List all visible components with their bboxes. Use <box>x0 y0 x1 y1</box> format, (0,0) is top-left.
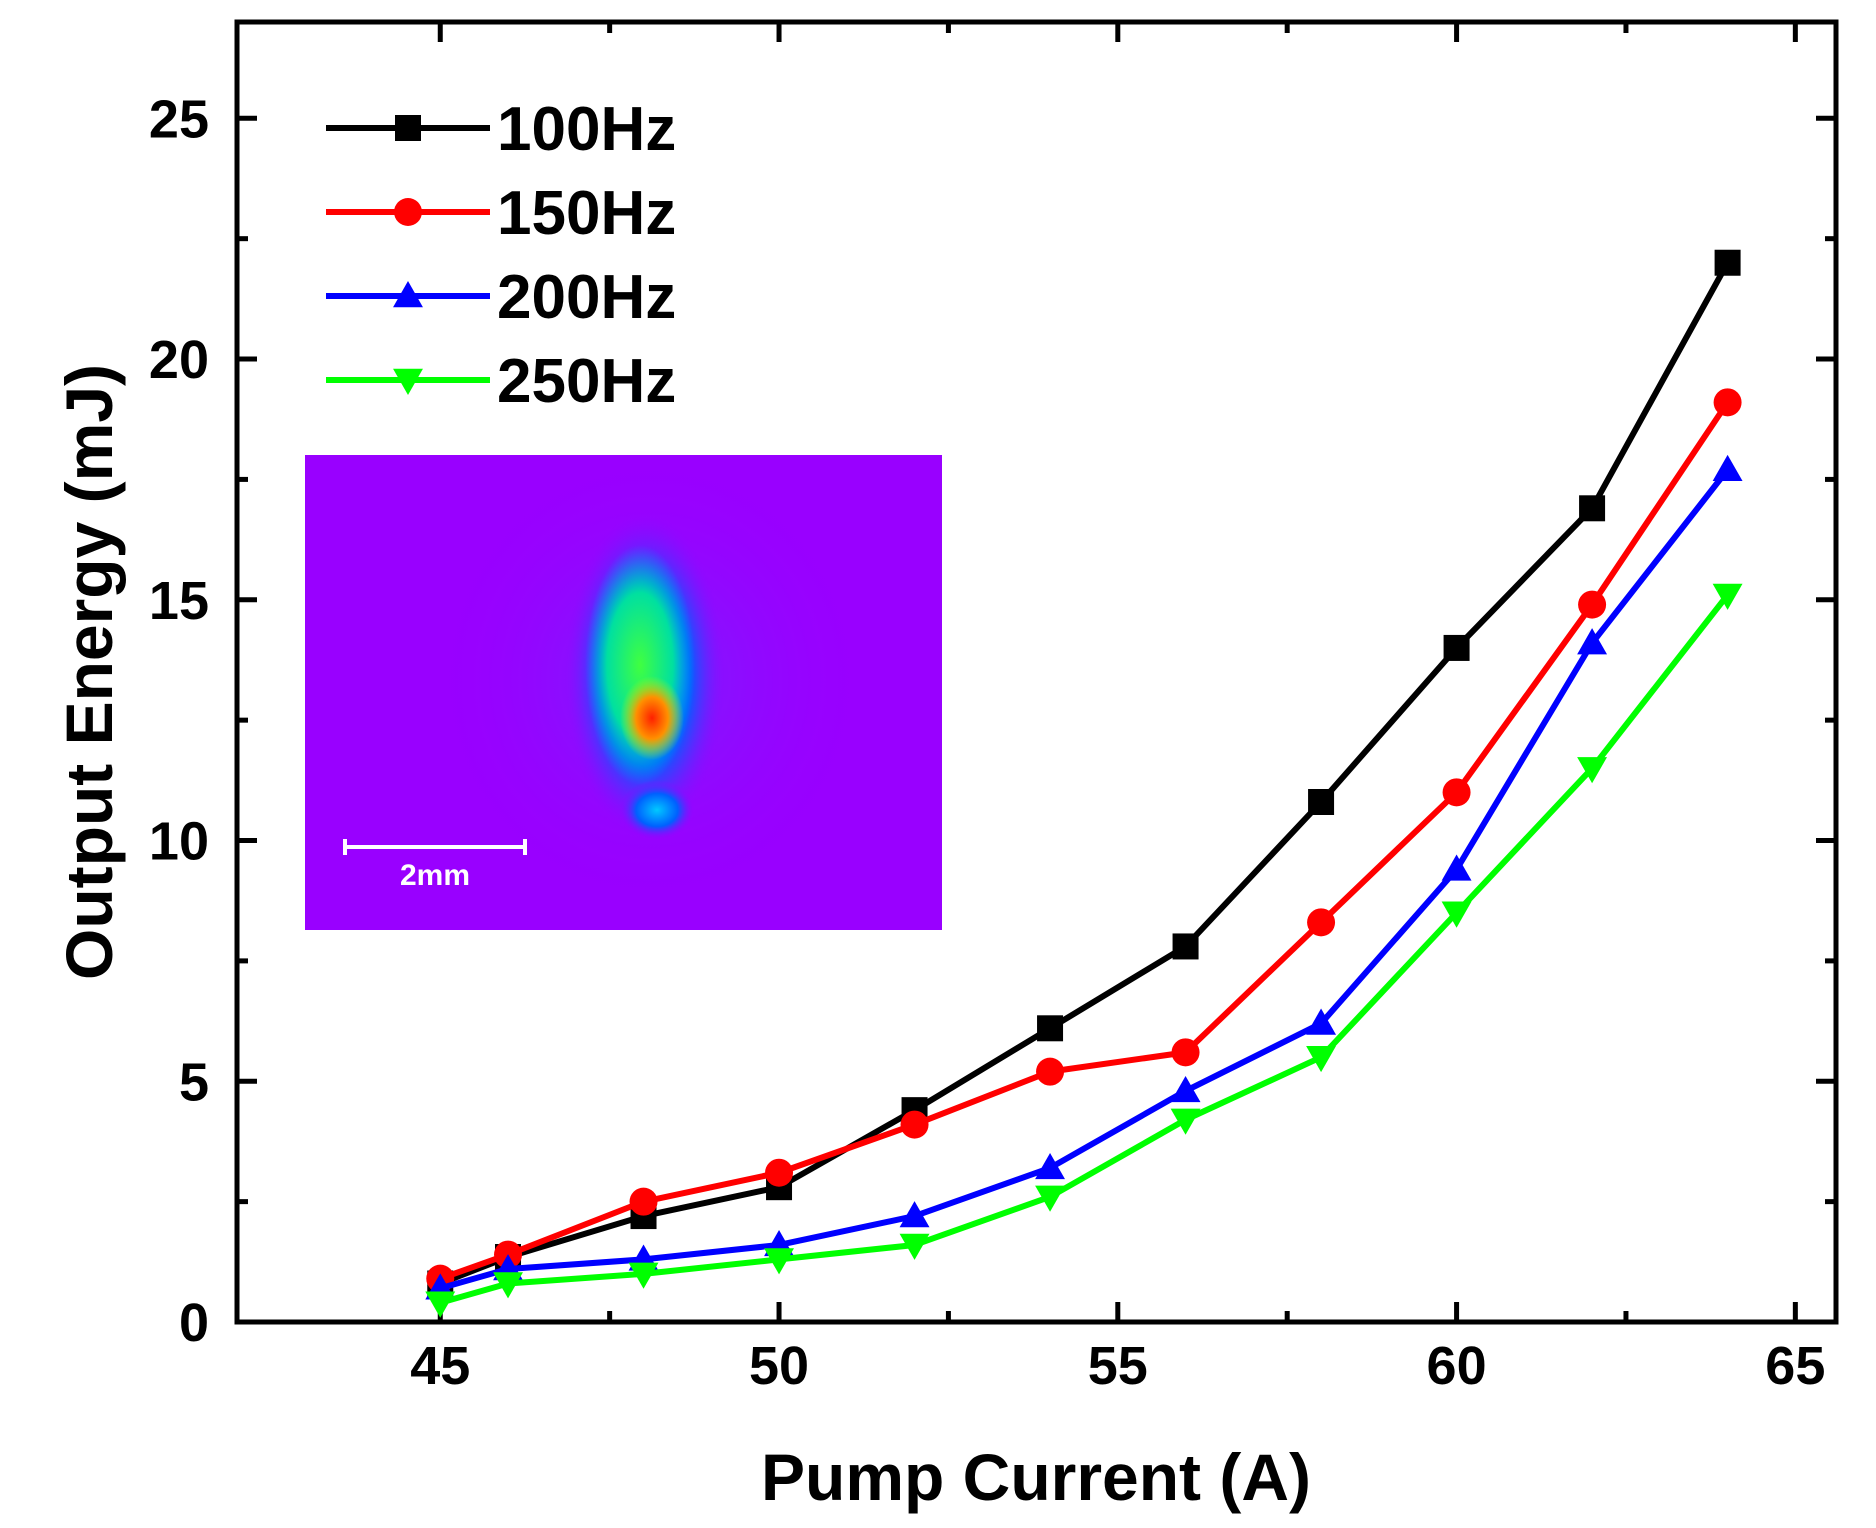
plot-frame <box>234 19 1839 1325</box>
data-point-150Hz <box>1713 388 1742 417</box>
data-point-250Hz <box>1306 1045 1337 1073</box>
data-point-200Hz <box>1577 628 1608 655</box>
data-point-250Hz <box>1712 583 1743 610</box>
data-point-250Hz <box>493 1272 523 1299</box>
data-point-250Hz <box>899 1233 930 1260</box>
legend-marker <box>393 368 423 395</box>
legend-label: 250Hz <box>497 347 676 416</box>
data-point-200Hz <box>1170 1075 1201 1103</box>
legend-marker <box>393 281 423 308</box>
y-tick-label: 20 <box>149 330 209 390</box>
legend-label: 100Hz <box>497 95 676 164</box>
x-axis-ticks <box>437 22 1798 1322</box>
legend-item-250Hz: 250Hz <box>326 347 676 416</box>
y-axis-tick-labels: 0 5 10 15 20 25 <box>149 89 209 1353</box>
beam-core <box>620 676 684 760</box>
data-point-250Hz <box>764 1248 794 1275</box>
data-point-150Hz <box>900 1110 929 1139</box>
legend-label: 200Hz <box>497 263 676 332</box>
data-point-200Hz <box>1441 854 1472 881</box>
data-point-150Hz <box>765 1158 794 1187</box>
legend-item-100Hz: 100Hz <box>326 95 676 164</box>
data-point-200Hz <box>1306 1008 1337 1035</box>
data-point-100Hz <box>1579 495 1606 522</box>
data-point-200Hz <box>1035 1152 1066 1180</box>
data-point-150Hz <box>1307 908 1336 937</box>
y-tick-label: 0 <box>179 1293 209 1353</box>
legend-item-200Hz: 200Hz <box>326 263 676 332</box>
x-tick-label: 45 <box>410 1336 470 1396</box>
data-point-100Hz <box>1714 249 1741 276</box>
legend-marker <box>395 115 421 141</box>
x-tick-label: 65 <box>1765 1336 1825 1396</box>
data-point-250Hz <box>1170 1108 1201 1135</box>
legend-label: 150Hz <box>497 179 676 248</box>
y-axis-ticks <box>237 115 1836 1325</box>
data-point-250Hz <box>628 1262 659 1289</box>
data-point-100Hz <box>1172 933 1199 960</box>
x-tick-label: 50 <box>749 1336 809 1396</box>
x-tick-label: 55 <box>1088 1336 1148 1396</box>
data-point-250Hz <box>1441 901 1472 928</box>
data-point-250Hz <box>1577 757 1608 784</box>
data-point-250Hz <box>425 1291 456 1318</box>
data-point-200Hz <box>1712 454 1743 481</box>
legend-item-150Hz: 150Hz <box>326 179 676 248</box>
y-tick-label: 25 <box>149 89 209 149</box>
data-point-150Hz <box>1578 590 1607 619</box>
x-axis-tick-labels: 45 50 55 60 65 <box>410 1336 1825 1396</box>
scale-bar-label: 2mm <box>400 859 470 892</box>
data-point-100Hz <box>1037 1015 1064 1042</box>
data-point-150Hz <box>629 1187 658 1216</box>
series-layer <box>425 249 1743 1318</box>
data-point-250Hz <box>1035 1185 1066 1212</box>
data-point-100Hz <box>1308 789 1335 815</box>
y-tick-label: 15 <box>149 571 209 631</box>
beam-lower-lobe <box>619 780 695 840</box>
legend: 100Hz 150Hz 200Hz 250Hz <box>326 95 676 416</box>
y-tick-label: 10 <box>149 812 209 872</box>
x-tick-label: 60 <box>1427 1336 1487 1396</box>
data-point-100Hz <box>1443 634 1470 661</box>
data-point-150Hz <box>1036 1057 1065 1086</box>
legend-marker <box>394 198 422 226</box>
x-axis-label: Pump Current (A) <box>761 1440 1311 1514</box>
data-point-150Hz <box>1171 1038 1200 1067</box>
beam-profile-inset: 2mm <box>305 450 942 930</box>
data-point-200Hz <box>899 1201 930 1228</box>
y-axis-label: Output Energy (mJ) <box>52 364 126 980</box>
series-250Hz <box>425 583 1743 1318</box>
data-point-150Hz <box>1442 778 1471 807</box>
series-100Hz <box>427 249 1741 1297</box>
y-tick-label: 5 <box>179 1052 209 1112</box>
